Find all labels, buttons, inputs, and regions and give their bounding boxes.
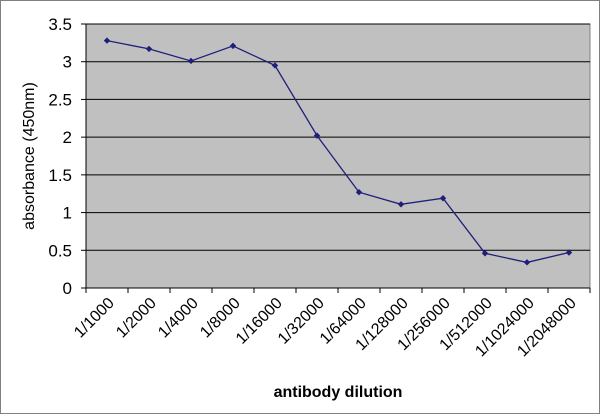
data-point — [481, 250, 489, 257]
data-point — [565, 249, 573, 256]
series-group — [103, 37, 573, 266]
data-point — [523, 259, 531, 266]
data-point — [187, 57, 195, 65]
y-tick-label: 0 — [63, 279, 72, 298]
y-tick-label: 3 — [63, 53, 72, 72]
y-axis-label: absorbance (450nm) — [21, 82, 38, 230]
data-point — [313, 132, 321, 139]
series-line — [106, 39, 570, 264]
y-tick-label: 3.5 — [48, 15, 72, 34]
data-point — [439, 195, 447, 202]
x-axis-label: antibody dilution — [274, 384, 403, 401]
data-point — [229, 42, 237, 50]
data-point — [103, 37, 111, 44]
y-tick-label: 1 — [63, 204, 72, 223]
y-tick-label: 1.5 — [48, 166, 72, 185]
y-tick-label: 2 — [63, 128, 72, 147]
data-point — [271, 62, 279, 69]
plot-area — [85, 23, 591, 289]
y-tick-label: 2.5 — [48, 90, 72, 109]
y-tick-label: 0.5 — [48, 241, 72, 260]
data-point — [145, 45, 153, 53]
data-point — [397, 201, 405, 208]
data-point — [355, 189, 363, 196]
